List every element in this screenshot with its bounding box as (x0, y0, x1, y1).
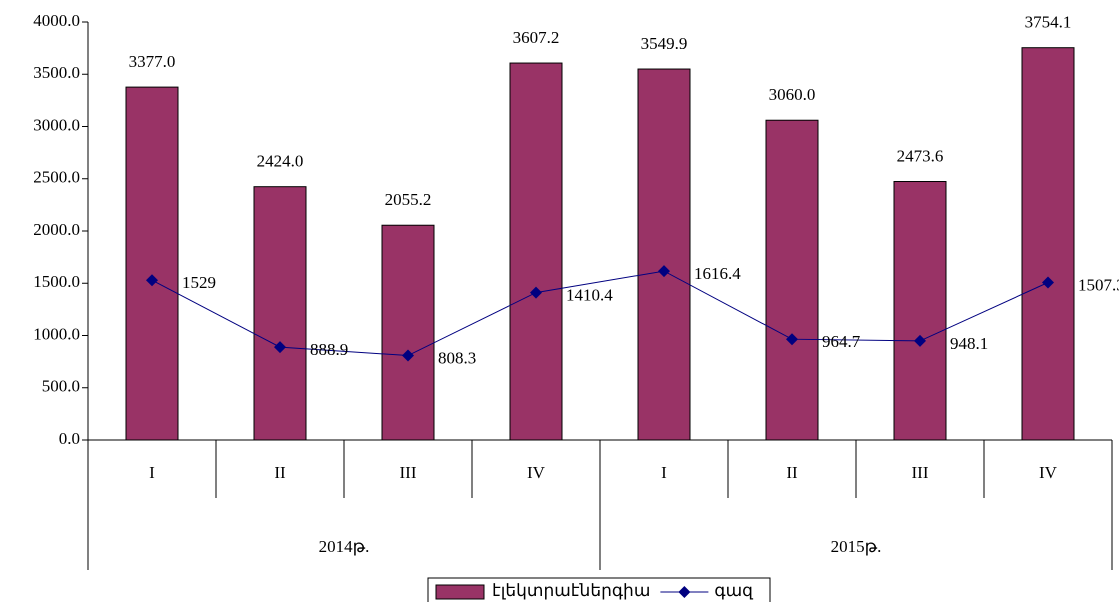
line-marker (786, 333, 798, 346)
bar-value-label: 2055.2 (385, 190, 432, 209)
bar (509, 62, 563, 441)
y-tick-label: 2000.0 (33, 220, 80, 239)
y-tick-label: 2500.0 (33, 168, 80, 187)
line-value-label: 948.1 (950, 334, 988, 353)
line-value-label: 808.3 (438, 348, 476, 367)
line-value-label: 1529 (182, 273, 216, 292)
y-tick-label: 1500.0 (33, 272, 80, 291)
line-marker (274, 341, 286, 354)
line-marker (402, 349, 414, 362)
y-tick-label: 500.0 (42, 377, 80, 396)
x-tick-label: II (274, 463, 286, 482)
x-tick-label: I (661, 463, 667, 482)
bar-value-label: 3607.2 (513, 28, 560, 47)
bar (765, 119, 819, 441)
legend-label: գազ (714, 581, 754, 600)
bar-value-label: 3060.0 (769, 85, 816, 104)
y-tick-label: 3500.0 (33, 63, 80, 82)
legend-swatch (678, 586, 691, 598)
bar (253, 186, 307, 441)
bar-value-label: 3754.1 (1025, 13, 1072, 32)
y-tick-label: 1000.0 (33, 324, 80, 343)
group-label: 2014թ. (319, 537, 370, 556)
legend-label: էլեկտրաէներգիա (492, 581, 650, 600)
y-tick-label: 3000.0 (33, 115, 80, 134)
bar (381, 224, 435, 441)
bar (637, 68, 691, 441)
x-tick-label: II (786, 463, 798, 482)
line-value-label: 964.7 (822, 332, 861, 351)
line-value-label: 1410.4 (566, 286, 613, 305)
bar-value-label: 3377.0 (129, 52, 176, 71)
line-value-label: 888.9 (310, 340, 348, 359)
legend-swatch (435, 584, 485, 600)
x-tick-label: I (149, 463, 155, 482)
line-marker (530, 286, 542, 299)
legend-box (427, 577, 771, 602)
line-marker (1042, 276, 1054, 289)
line-marker (146, 274, 158, 287)
line-value-label: 1507.3 (1078, 275, 1119, 294)
bar-value-label: 2473.6 (897, 146, 944, 165)
x-tick-label: III (400, 463, 417, 482)
x-tick-label: IV (527, 463, 546, 482)
bar-value-label: 2424.0 (257, 152, 304, 171)
group-label: 2015թ. (831, 537, 882, 556)
bar (125, 86, 179, 441)
bar-value-label: 3549.9 (641, 34, 688, 53)
line-marker (658, 265, 670, 278)
line (151, 270, 1049, 357)
bar (1021, 47, 1075, 441)
x-tick-label: III (912, 463, 929, 482)
line-value-label: 1616.4 (694, 264, 741, 283)
y-tick-label: 0.0 (59, 429, 80, 448)
y-tick-label: 4000.0 (33, 11, 80, 30)
bar (893, 181, 947, 441)
line-marker (914, 334, 926, 347)
x-tick-label: IV (1039, 463, 1058, 482)
